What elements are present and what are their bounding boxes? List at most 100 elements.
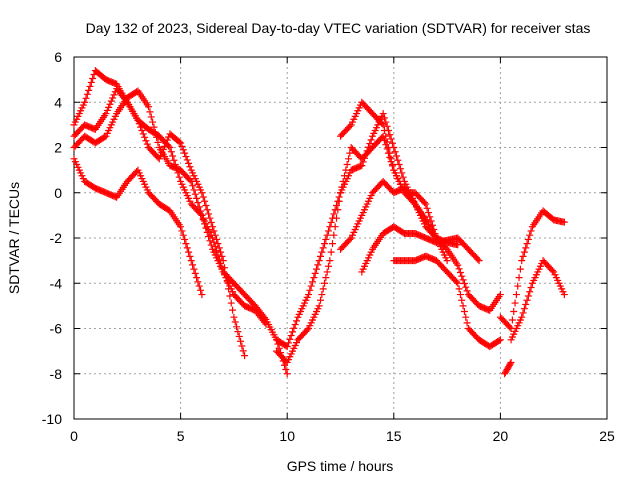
series-track-2 — [70, 85, 249, 360]
data-points — [70, 67, 568, 378]
data-point — [313, 265, 321, 273]
data-point — [286, 335, 294, 343]
x-tick-label: 25 — [599, 428, 615, 444]
data-point — [187, 177, 195, 185]
series-track-13 — [501, 358, 515, 378]
data-point — [210, 238, 218, 246]
data-point — [520, 305, 528, 313]
data-point — [506, 323, 514, 331]
data-point — [383, 138, 391, 146]
data-point — [382, 132, 390, 140]
data-point — [195, 203, 203, 211]
y-tick-label: 2 — [54, 140, 62, 156]
data-point — [515, 274, 523, 282]
data-point — [518, 257, 526, 265]
labels: Day 132 of 2023, Sidereal Day-to-day VTE… — [6, 20, 590, 474]
data-point — [318, 248, 326, 256]
data-point — [83, 90, 91, 98]
data-point — [379, 121, 387, 129]
data-point — [187, 257, 195, 265]
data-point — [179, 231, 187, 239]
y-tick-label: -6 — [50, 321, 63, 337]
series-track-3 — [70, 87, 270, 328]
data-point — [384, 144, 392, 151]
data-point — [211, 242, 219, 250]
data-point — [463, 287, 471, 295]
data-point — [520, 248, 528, 256]
data-point — [522, 300, 530, 308]
data-point — [333, 201, 341, 209]
data-point — [170, 156, 178, 164]
data-point — [325, 262, 333, 270]
data-point — [230, 313, 238, 321]
data-point — [89, 74, 97, 82]
data-point — [186, 163, 194, 171]
data-point — [207, 218, 215, 226]
data-point — [335, 193, 343, 201]
data-point — [315, 302, 323, 310]
y-axis-label: SDTVAR / TECUs — [6, 182, 22, 294]
data-point — [327, 248, 335, 256]
data-point — [495, 337, 503, 345]
series-track-8 — [337, 177, 504, 314]
data-point — [510, 308, 518, 316]
data-point — [383, 145, 391, 153]
data-point — [190, 265, 198, 273]
x-tick-label: 20 — [493, 428, 509, 444]
data-point — [155, 155, 163, 163]
data-point — [166, 144, 174, 151]
data-point — [388, 139, 396, 147]
data-point — [189, 182, 197, 190]
data-point — [217, 259, 225, 267]
data-point — [322, 274, 330, 282]
data-point — [331, 206, 339, 214]
data-point — [203, 206, 211, 214]
data-point — [287, 332, 295, 340]
data-point — [262, 320, 270, 328]
data-point — [319, 244, 327, 252]
data-point — [147, 113, 155, 121]
data-point — [360, 154, 368, 162]
data-point — [334, 197, 342, 205]
x-tick-label: 10 — [279, 428, 295, 444]
data-point — [458, 296, 466, 304]
data-point — [189, 261, 197, 269]
data-point — [145, 103, 153, 111]
data-point — [474, 255, 482, 263]
data-point — [383, 122, 391, 130]
data-point — [511, 299, 519, 307]
data-point — [151, 128, 159, 136]
data-point — [519, 309, 527, 317]
data-point — [463, 319, 471, 327]
data-point — [139, 130, 147, 138]
data-point — [454, 241, 462, 249]
data-point — [317, 296, 325, 304]
axes: 0 5 10 15 20 25 -10 -8 -6 -4 -2 0 2 4 6 — [42, 49, 615, 444]
data-point — [178, 227, 186, 235]
data-point — [197, 286, 205, 294]
data-point — [346, 235, 354, 243]
data-point — [475, 257, 483, 265]
data-point — [548, 267, 556, 275]
data-point — [359, 158, 367, 166]
data-point — [310, 274, 318, 282]
data-point — [329, 214, 337, 222]
data-point — [527, 283, 535, 291]
data-point — [380, 114, 388, 122]
data-point — [186, 176, 194, 184]
data-point — [526, 231, 534, 239]
y-tick-label: -8 — [50, 366, 63, 382]
data-point — [560, 291, 568, 299]
data-point — [143, 140, 151, 148]
data-point — [105, 103, 113, 111]
data-point — [285, 339, 293, 347]
data-point — [215, 255, 223, 263]
data-point — [459, 276, 467, 284]
data-point — [362, 151, 370, 159]
data-point — [209, 234, 217, 242]
data-point — [524, 292, 532, 300]
data-point — [518, 313, 526, 321]
data-point — [327, 218, 335, 226]
data-point — [175, 138, 183, 146]
data-point — [153, 133, 161, 141]
